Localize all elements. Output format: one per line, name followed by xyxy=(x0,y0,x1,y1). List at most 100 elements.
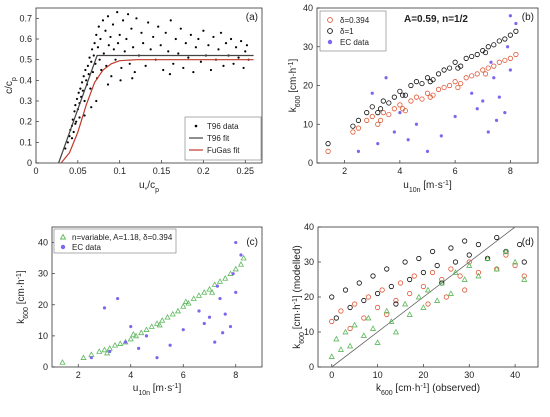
y-tick-label: 20 xyxy=(38,300,48,310)
data-point xyxy=(503,252,509,258)
legend-entry: EC data xyxy=(72,243,101,252)
data-point xyxy=(79,87,82,90)
data-point xyxy=(189,33,192,36)
y-tick-label: 10 xyxy=(304,327,314,337)
data-point xyxy=(110,75,113,78)
data-point xyxy=(181,328,185,332)
data-point xyxy=(202,321,206,326)
one-to-one-line xyxy=(331,226,516,368)
data-point xyxy=(489,60,493,64)
data-point xyxy=(245,44,249,47)
data-point xyxy=(347,304,353,311)
data-point xyxy=(514,21,518,26)
data-point xyxy=(180,303,187,309)
data-point xyxy=(461,276,468,282)
data-point xyxy=(497,95,501,99)
data-point xyxy=(174,307,182,314)
x-tick-label: 40 xyxy=(510,370,520,380)
data-point xyxy=(169,19,172,22)
x-tick-label: 0.15 xyxy=(153,166,171,176)
data-point xyxy=(117,340,124,346)
data-point xyxy=(228,324,233,329)
data-point xyxy=(211,281,218,287)
data-point xyxy=(415,293,422,300)
data-point xyxy=(231,272,235,276)
x-axis-label: k600 [cm·h-1] (observed) xyxy=(376,383,480,397)
data-point xyxy=(116,42,120,45)
data-point xyxy=(484,255,491,261)
data-point xyxy=(391,106,397,112)
data-point xyxy=(242,66,245,70)
data-point xyxy=(397,88,403,94)
data-point xyxy=(427,94,433,100)
x-tick-label: 2 xyxy=(76,370,81,380)
x-tick-label: 30 xyxy=(464,370,474,380)
data-point xyxy=(375,110,381,116)
data-point xyxy=(356,149,361,153)
data-point xyxy=(234,46,238,49)
data-point xyxy=(237,56,240,59)
data-point xyxy=(144,64,147,67)
data-point xyxy=(414,122,419,126)
data-point xyxy=(355,125,362,131)
data-point xyxy=(377,117,384,123)
panel-d: 0 10 20 30 40 0 10 20 30 40 (d) k600 [cm·h-1] (obse… xyxy=(292,222,539,397)
data-point xyxy=(219,31,223,34)
data-point xyxy=(513,51,519,58)
x-tick-label: 8 xyxy=(233,370,238,380)
y-tick-label: 30 xyxy=(38,269,48,279)
data-point xyxy=(127,335,134,342)
data-point xyxy=(98,58,101,61)
data-point xyxy=(232,62,235,65)
data-point xyxy=(140,31,143,34)
data-point xyxy=(364,117,370,123)
data-point xyxy=(99,37,102,41)
data-point xyxy=(388,318,395,324)
data-point xyxy=(92,54,95,57)
data-point xyxy=(89,356,93,360)
data-point xyxy=(424,75,431,81)
data-point xyxy=(503,111,507,115)
data-point xyxy=(356,280,362,286)
data-point xyxy=(502,57,508,63)
data-point xyxy=(474,71,480,77)
data-point xyxy=(102,306,107,310)
data-point xyxy=(185,299,192,306)
data-point xyxy=(402,300,409,307)
series-line xyxy=(58,54,254,164)
data-point xyxy=(447,290,454,296)
data-point xyxy=(370,91,374,95)
data-point xyxy=(121,19,125,22)
y-tick-label: 0.6 xyxy=(19,34,32,44)
data-point xyxy=(88,351,95,357)
data-point xyxy=(111,341,119,348)
data-point xyxy=(83,114,86,117)
data-point xyxy=(446,65,453,71)
data-point xyxy=(333,315,339,321)
data-point xyxy=(222,275,229,281)
data-point xyxy=(329,318,335,325)
data-point xyxy=(119,79,122,82)
data-point xyxy=(475,241,482,248)
y-tick-label: 0.5 xyxy=(19,55,32,65)
data-point xyxy=(66,141,69,144)
data-point xyxy=(108,349,112,354)
data-point xyxy=(392,130,396,134)
data-point xyxy=(350,123,356,129)
data-point xyxy=(85,79,88,82)
data-point xyxy=(406,138,410,142)
chart-title: A=0.59, n=1/2 xyxy=(404,14,468,25)
x-tick-label: 0.2 xyxy=(197,166,210,176)
data-point xyxy=(370,273,376,279)
data-point xyxy=(126,13,130,16)
data-point xyxy=(386,111,392,118)
data-point xyxy=(325,148,331,154)
data-point xyxy=(77,91,80,94)
data-point xyxy=(466,259,472,265)
data-point xyxy=(482,71,489,77)
data-point xyxy=(80,354,87,360)
data-point xyxy=(73,110,76,113)
x-tick-label: 0.05 xyxy=(69,166,87,176)
data-point xyxy=(502,36,508,42)
y-tick-label: 40 xyxy=(303,3,313,13)
